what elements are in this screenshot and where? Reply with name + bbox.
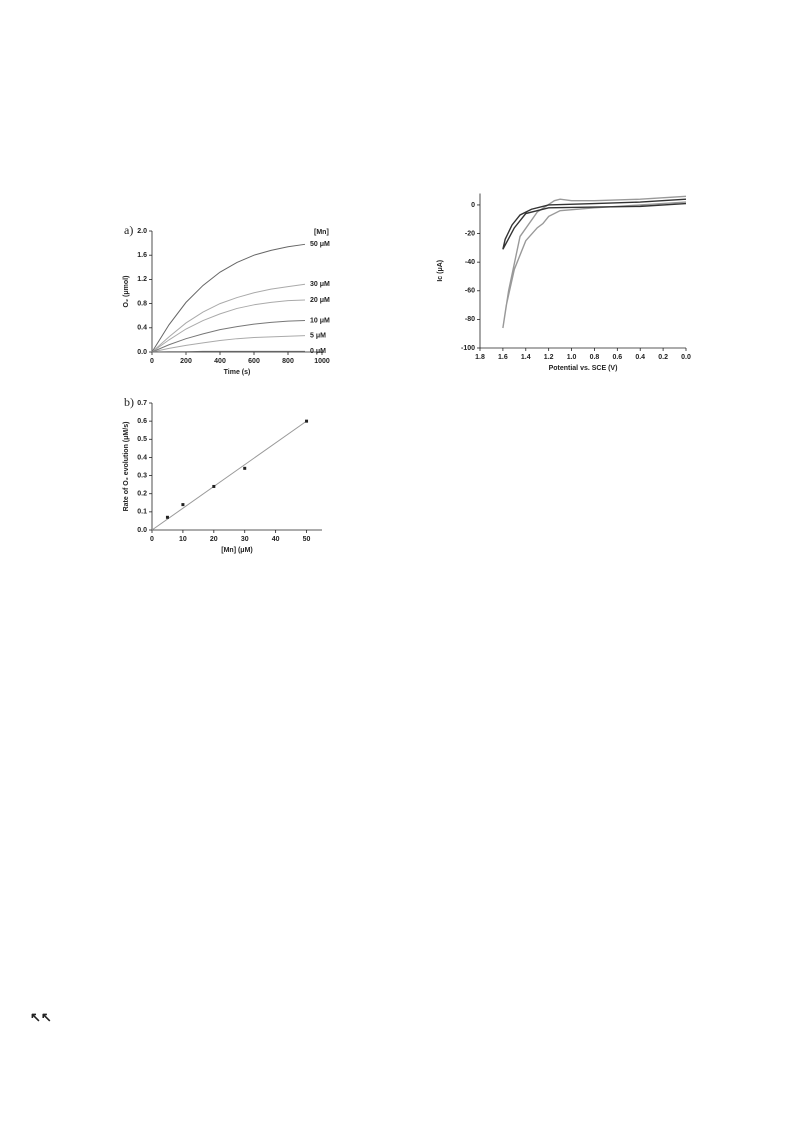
x-tick-label: 10	[179, 536, 187, 543]
series-label: 0 μM	[310, 348, 326, 355]
x-tick-label: 20	[210, 536, 218, 543]
series-label: 10 μM	[310, 317, 330, 324]
y-axis-label: Ic (μA)	[437, 260, 444, 282]
x-tick-label: 600	[248, 358, 260, 365]
x-tick-label: 1.8	[475, 354, 485, 361]
x-tick-label: 1000	[314, 358, 330, 365]
y-tick-label: 2.0	[137, 228, 147, 235]
x-axis-label: Potential vs. SCE (V)	[549, 365, 618, 372]
y-tick-label: -20	[465, 230, 475, 237]
x-tick-label: 0.0	[681, 354, 691, 361]
x-tick-label: 1.6	[498, 354, 508, 361]
data-point	[305, 419, 309, 423]
y-tick-label: 0.1	[137, 509, 147, 516]
y-tick-label: 0.5	[137, 436, 147, 443]
x-tick-label: 1.2	[544, 354, 554, 361]
series-label: 5 μM	[310, 333, 326, 340]
x-tick-label: 50	[303, 536, 311, 543]
y-axis-label: Rate of O₂ evolution (μM/s)	[123, 422, 130, 512]
x-tick-label: 0	[150, 536, 154, 543]
data-line	[151, 243, 306, 353]
x-tick-label: 0.2	[658, 354, 668, 361]
panel-label: b)	[124, 395, 134, 409]
series-label: 20 μM	[310, 297, 330, 304]
x-tick-label: 1.4	[521, 354, 531, 361]
data-point	[181, 503, 185, 507]
series-label: 30 μM	[310, 281, 330, 288]
x-tick-label: 0.6	[612, 354, 622, 361]
y-tick-label: -80	[465, 316, 475, 323]
x-tick-label: 0.4	[635, 354, 645, 361]
y-tick-label: 0.0	[137, 527, 147, 534]
data-line	[151, 335, 306, 353]
y-tick-label: 0.4	[137, 325, 147, 332]
x-tick-label: 800	[282, 358, 294, 365]
data-line	[151, 350, 305, 353]
x-tick-label: 1.0	[567, 354, 577, 361]
x-tick-label: 0.8	[590, 354, 600, 361]
y-tick-label: 1.6	[137, 252, 147, 259]
y-tick-label: 0.4	[137, 454, 147, 461]
y-tick-label: 0.7	[137, 400, 147, 407]
y-tick-label: 0.8	[137, 300, 147, 307]
x-tick-label: 200	[180, 358, 192, 365]
y-axis-label: O₂ (μmol)	[123, 276, 130, 308]
data-line	[502, 195, 687, 329]
x-tick-label: 0	[150, 358, 154, 365]
data-line	[151, 283, 306, 353]
y-tick-label: -40	[465, 259, 475, 266]
fit-line	[151, 420, 307, 531]
y-tick-label: 1.2	[137, 276, 147, 283]
x-axis-label: [Mn] (μM)	[221, 547, 253, 554]
x-axis-label: Time (s)	[224, 369, 251, 376]
data-point	[165, 515, 169, 519]
legend-title: [Mn]	[314, 229, 329, 236]
y-tick-label: 0.6	[137, 418, 147, 425]
y-tick-label: 0.2	[137, 491, 147, 498]
x-tick-label: 400	[214, 358, 226, 365]
y-tick-label: -100	[461, 345, 475, 352]
y-tick-label: 0	[471, 202, 475, 209]
x-tick-label: 40	[272, 536, 280, 543]
x-tick-label: 30	[241, 536, 249, 543]
footer-mark: ↖↖	[30, 1009, 52, 1024]
data-point	[212, 484, 216, 488]
data-line	[151, 320, 306, 353]
data-point	[243, 466, 247, 470]
data-line	[502, 198, 687, 250]
y-tick-label: 0.3	[137, 472, 147, 479]
data-line	[151, 299, 306, 353]
series-label: 50 μM	[310, 241, 330, 248]
y-tick-label: 0.0	[137, 349, 147, 356]
y-tick-label: -60	[465, 288, 475, 295]
panel-label: a)	[124, 223, 133, 237]
